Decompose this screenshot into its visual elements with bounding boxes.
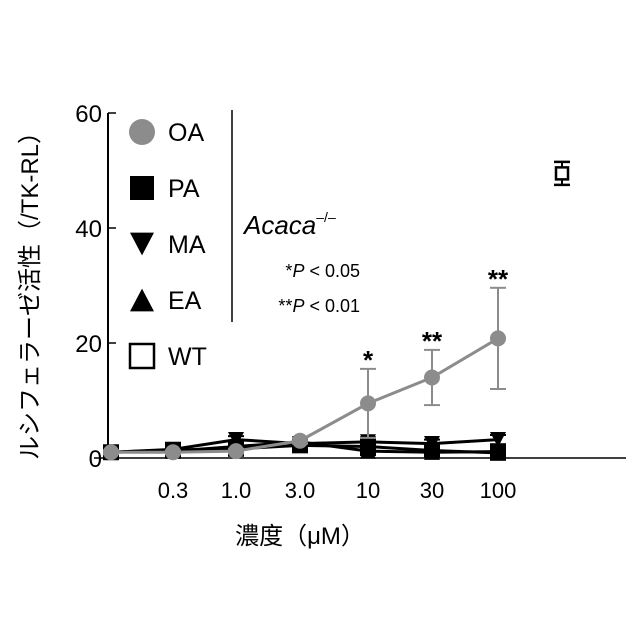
x-tick-label: 1.0	[221, 478, 252, 503]
y-tick-label: 60	[75, 101, 102, 128]
legend-item-pa: PA	[130, 175, 200, 203]
legend-label: WT	[168, 343, 207, 371]
significance-markers: *****	[363, 264, 509, 375]
legend-item-ea: EA	[130, 287, 202, 315]
data-point	[103, 444, 119, 460]
data-point	[360, 395, 376, 411]
legend-marker	[130, 233, 154, 256]
y-tick-label: 20	[75, 331, 102, 358]
y-axis-label: ルシフェラーゼ活性（/TK-RL）	[17, 120, 44, 460]
y-tick-label: 40	[75, 216, 102, 243]
genotype-label: Acaca–/–	[242, 209, 336, 240]
legend-label: EA	[168, 287, 202, 315]
x-tick-label: 30	[420, 478, 444, 503]
data-point	[292, 433, 308, 449]
x-ticks: 0.3 1.0 3.0 10 30 100	[158, 478, 517, 503]
legend-marker	[130, 344, 154, 368]
legend-marker	[130, 289, 154, 312]
significance-star: **	[422, 326, 443, 356]
p-value-2: **P < 0.01	[278, 296, 360, 316]
y-ticks: 0 20 40 60	[75, 101, 116, 473]
x-axis-label: 濃度（μM）	[235, 523, 365, 550]
wt-point	[556, 167, 568, 179]
x-tick-label: 0.3	[158, 478, 189, 503]
genotype-annotation: Acaca–/– *P < 0.05 **P < 0.01	[242, 209, 360, 316]
data-point	[424, 370, 440, 386]
legend-item-ma: MA	[130, 231, 206, 259]
legend-marker	[130, 176, 154, 200]
legend-label: OA	[168, 119, 204, 147]
legend-label: PA	[168, 175, 200, 203]
significance-star: **	[488, 264, 509, 294]
legend-item-oa: OA	[129, 119, 204, 147]
wt-point-group	[554, 162, 570, 185]
y-tick-label: 0	[89, 446, 102, 473]
x-tick-label: 3.0	[285, 478, 316, 503]
x-tick-label: 10	[356, 478, 380, 503]
data-point	[228, 443, 244, 459]
genotype-superscript: –/–	[316, 209, 336, 225]
data-point	[490, 330, 506, 346]
x-tick-label: 100	[480, 478, 517, 503]
significance-star: *	[363, 345, 374, 375]
legend-label: MA	[168, 231, 206, 259]
data-point	[165, 444, 181, 460]
legend-item-wt: WT	[130, 343, 207, 371]
p-value-1: *P < 0.05	[285, 261, 360, 281]
legend-marker	[129, 119, 155, 145]
legend: OA PA MA EA WT	[129, 110, 232, 371]
